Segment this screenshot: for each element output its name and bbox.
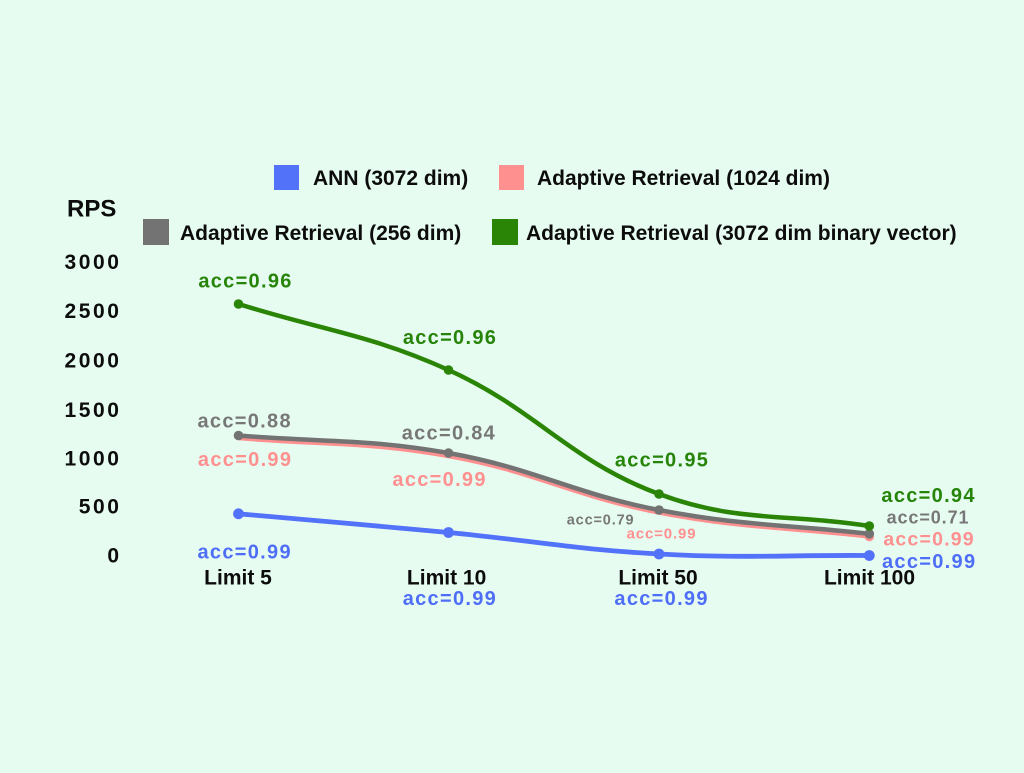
svg-text:acc=0.95: acc=0.95 xyxy=(615,449,709,471)
svg-text:acc=0.99: acc=0.99 xyxy=(882,551,976,573)
svg-text:Adaptive Retrieval (256 dim): Adaptive Retrieval (256 dim) xyxy=(180,222,461,245)
svg-text:1500: 1500 xyxy=(64,399,121,422)
svg-text:acc=0.96: acc=0.96 xyxy=(403,327,497,349)
svg-text:acc=0.99: acc=0.99 xyxy=(883,529,974,551)
svg-text:500: 500 xyxy=(79,496,122,519)
svg-text:1000: 1000 xyxy=(64,448,121,471)
svg-text:acc=0.99: acc=0.99 xyxy=(392,469,486,491)
svg-text:acc=0.99: acc=0.99 xyxy=(627,526,697,543)
svg-text:ANN (3072 dim): ANN (3072 dim) xyxy=(313,167,468,190)
svg-text:acc=0.79: acc=0.79 xyxy=(567,512,635,528)
svg-text:acc=0.99: acc=0.99 xyxy=(403,588,497,610)
svg-text:0: 0 xyxy=(107,545,121,568)
svg-text:RPS: RPS xyxy=(67,196,116,223)
svg-text:Limit 100: Limit 100 xyxy=(824,567,915,590)
svg-text:acc=0.88: acc=0.88 xyxy=(198,410,292,432)
svg-text:acc=0.99: acc=0.99 xyxy=(198,449,292,471)
svg-text:3000: 3000 xyxy=(64,251,121,274)
svg-text:Limit 50: Limit 50 xyxy=(618,567,697,590)
svg-text:acc=0.84: acc=0.84 xyxy=(402,422,496,444)
svg-text:Limit 5: Limit 5 xyxy=(204,567,272,590)
svg-text:acc=0.71: acc=0.71 xyxy=(887,507,970,527)
svg-text:acc=0.96: acc=0.96 xyxy=(198,271,292,293)
svg-text:Adaptive Retrieval (1024 dim): Adaptive Retrieval (1024 dim) xyxy=(537,167,830,190)
svg-text:2500: 2500 xyxy=(64,300,121,323)
svg-text:2000: 2000 xyxy=(64,350,121,373)
svg-text:Adaptive Retrieval (3072 dim b: Adaptive Retrieval (3072 dim binary vect… xyxy=(526,222,957,245)
svg-text:Limit 10: Limit 10 xyxy=(407,567,486,590)
svg-text:acc=0.94: acc=0.94 xyxy=(881,485,975,507)
svg-text:acc=0.99: acc=0.99 xyxy=(614,588,708,610)
svg-text:acc=0.99: acc=0.99 xyxy=(198,541,292,563)
